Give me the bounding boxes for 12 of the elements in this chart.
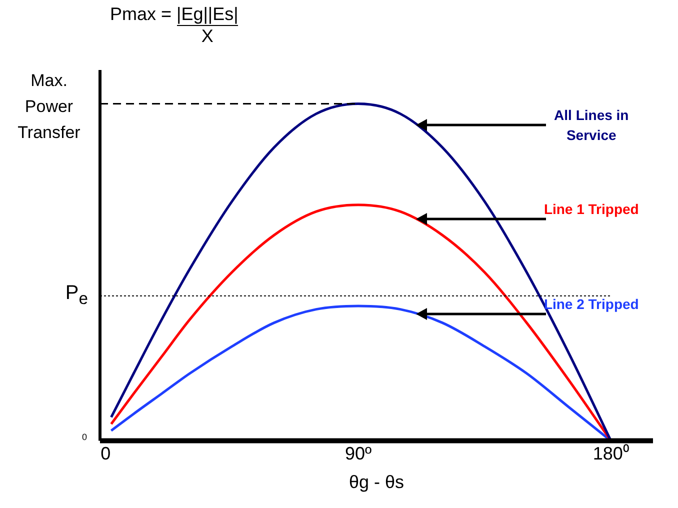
chart-subtitle: X (200, 26, 214, 47)
ref-line-label: P$_{e}$ (64, 282, 88, 309)
text: 0 (82, 432, 88, 442)
chart-title: Pmax = |Eg||Es| (110, 4, 238, 26)
x-tick-label: 180⁰ (592, 444, 629, 464)
text: Line 1 Tripped (542, 200, 640, 220)
x-tick-label: 0 (100, 444, 111, 464)
x-axis-title: θg - θs (348, 472, 404, 492)
text: Line 2 Tripped (542, 294, 640, 314)
text: All Lines in Service (553, 106, 630, 146)
x-tick-label: 90º (344, 444, 372, 464)
ref-line-label: Max. Power Transfer (16, 70, 82, 144)
